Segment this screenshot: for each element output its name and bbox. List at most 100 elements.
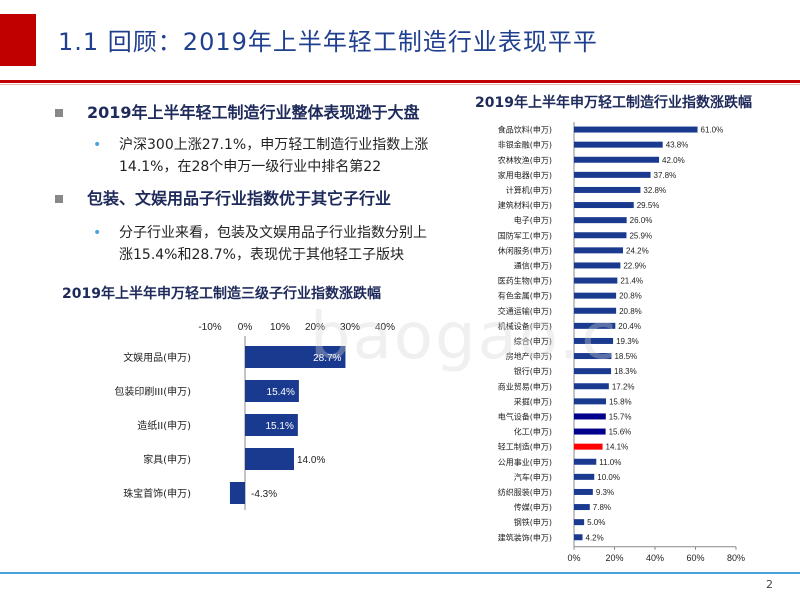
bar <box>574 217 627 224</box>
bullet-line: 14.1%，在28个申万一级行业中排名第22 <box>119 159 382 175</box>
bar <box>574 458 597 465</box>
bar <box>574 292 617 299</box>
bar <box>574 262 621 269</box>
category-label: 机械设备(申万) <box>498 321 552 331</box>
data-label: 9.3% <box>596 488 614 497</box>
category-label: 家用电器(申万) <box>498 170 552 180</box>
data-label: 61.0% <box>701 126 724 135</box>
bar <box>574 171 651 178</box>
bar <box>574 534 583 541</box>
bar <box>574 353 612 360</box>
right-chart-title: 2019年上半年申万轻工制造行业指数涨跌幅 <box>475 95 752 111</box>
category-label: 综合(申万) <box>514 336 552 346</box>
category-label: 国防军工(申万) <box>498 230 552 240</box>
data-label: 20.8% <box>619 307 642 316</box>
x-tick-label: 20% <box>605 553 623 563</box>
data-label: 18.5% <box>614 352 637 361</box>
data-label: 17.2% <box>612 382 635 391</box>
bullet-list: 2019年上半年轻工制造行业整体表现逊于大盘 • 沪深300上涨27.1%，申万… <box>55 96 470 266</box>
category-label: 电气设备(申万) <box>498 411 552 421</box>
dot-bullet-icon: • <box>93 225 102 241</box>
bullet-level1: 包装、文娱用品子行业指数优于其它子行业 <box>55 188 470 210</box>
category-label: 文娱用品(申万) <box>123 351 191 364</box>
category-label: 建筑装饰(申万) <box>498 532 552 542</box>
bullet-text: 2019年上半年轻工制造行业整体表现逊于大盘 <box>87 103 420 122</box>
category-label: 公用事业(申万) <box>498 457 552 467</box>
data-label: 26.0% <box>630 216 653 225</box>
category-label: 商业贸易(申万) <box>498 381 552 391</box>
data-label: 28.7% <box>313 353 341 364</box>
x-tick-label: 20% <box>305 322 325 333</box>
category-label: 家具(申万) <box>143 453 191 466</box>
title-bar: 1.1 回顾：2019年上半年轻工制造行业表现平平 <box>0 0 800 88</box>
bar <box>574 519 585 526</box>
x-tick-label: 80% <box>727 553 745 563</box>
category-label: 轻工制造(申万) <box>498 442 552 452</box>
x-tick-label: 10% <box>270 322 290 333</box>
bar <box>574 398 606 405</box>
data-label: 15.1% <box>265 421 293 432</box>
x-tick-label: 0% <box>238 322 253 333</box>
category-label: 建筑材料(申万) <box>498 200 552 210</box>
data-label: 29.5% <box>637 201 660 210</box>
category-label: 交通运输(申万) <box>498 306 552 316</box>
data-label: 42.0% <box>662 156 685 165</box>
square-bullet-icon <box>55 195 63 203</box>
bar <box>245 448 294 470</box>
data-label: 22.9% <box>623 261 646 270</box>
category-label: 汽车(申万) <box>514 472 552 482</box>
category-label: 电子(申万) <box>514 215 552 225</box>
category-label: 采掘(申万) <box>514 396 552 406</box>
title-underline <box>0 80 800 83</box>
x-tick-label: 60% <box>686 553 704 563</box>
category-label: 有色金属(申万) <box>498 291 552 301</box>
title-accent-block <box>0 14 36 66</box>
data-label: 4.2% <box>586 533 604 542</box>
bullet-level1: 2019年上半年轻工制造行业整体表现逊于大盘 <box>55 102 470 124</box>
data-label: 11.0% <box>599 458 621 467</box>
data-label: 15.4% <box>267 387 295 398</box>
bar <box>574 186 641 193</box>
bar <box>574 383 609 390</box>
data-label: 20.4% <box>618 322 641 331</box>
bullet-text: 包装、文娱用品子行业指数优于其它子行业 <box>87 189 392 208</box>
category-label: 食品饮料(申万) <box>498 125 552 135</box>
category-label: 包装印刷III(申万) <box>114 385 191 398</box>
bar <box>245 380 299 402</box>
data-label: 15.6% <box>609 428 632 437</box>
data-label: 7.8% <box>593 503 611 512</box>
bar <box>574 504 590 511</box>
data-label: 5.0% <box>587 518 605 527</box>
left-chart-title: 2019年上半年申万轻工制造三级子行业指数涨跌幅 <box>62 286 381 302</box>
x-tick-label: 0% <box>567 553 580 563</box>
data-label: 24.2% <box>626 246 649 255</box>
bar <box>574 413 606 420</box>
category-label: 房地产(申万) <box>506 351 552 361</box>
category-label: 医药生物(申万) <box>498 276 552 286</box>
bullet-level2: • 分子行业来看，包装及文娱用品子行业指数分别上 涨15.4%和28.7%，表现… <box>55 222 470 266</box>
bar <box>574 368 612 375</box>
title-underline-thin <box>0 84 800 85</box>
category-label: 纺织服装(申万) <box>498 487 552 497</box>
data-label: 15.8% <box>609 397 632 406</box>
category-label: 钢铁(申万) <box>514 517 552 527</box>
data-label: 20.8% <box>619 292 642 301</box>
bar <box>574 126 698 133</box>
x-tick-label: 40% <box>375 322 395 333</box>
category-label: 休闲服务(申万) <box>498 245 552 255</box>
category-label: 化工(申万) <box>514 427 552 437</box>
bar <box>574 428 606 435</box>
data-label: 37.8% <box>654 171 677 180</box>
data-label: 14.0% <box>297 455 325 466</box>
bar <box>574 202 634 209</box>
bar <box>229 482 245 504</box>
bar <box>574 156 660 163</box>
data-label: 43.8% <box>666 141 689 150</box>
dot-bullet-icon: • <box>93 137 102 153</box>
x-tick-label: 40% <box>646 553 664 563</box>
bullet-level2: • 沪深300上涨27.1%，申万轻工制造行业指数上涨 14.1%，在28个申万… <box>55 134 470 178</box>
data-label: 21.4% <box>620 277 643 286</box>
bar <box>245 414 298 436</box>
data-label: 32.8% <box>643 186 666 195</box>
footer-line <box>0 572 800 574</box>
